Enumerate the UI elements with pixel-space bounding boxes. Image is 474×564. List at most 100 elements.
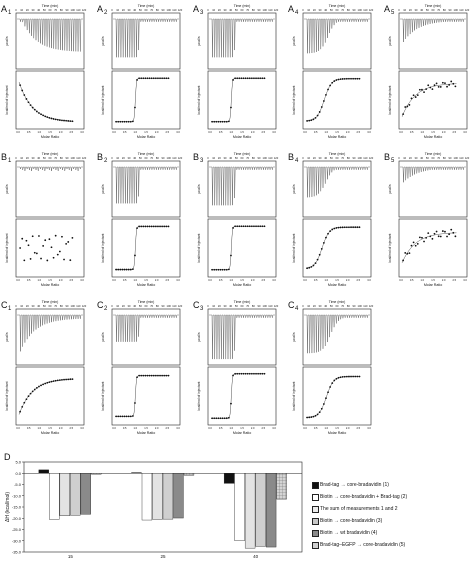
isotherm-point [448,233,451,236]
isotherm-point [138,225,141,228]
itc-panel-c4: C 4 Time (min) 0 10 20 30 40 50 60 70 80 90 100 110 120… [288,300,374,435]
isotherm-point [435,230,438,233]
isotherm-point [148,225,151,228]
ratio-tick-label: 1.0 [134,426,138,430]
isotherm-point [44,239,47,242]
isotherm-point [331,228,334,231]
isotherm-point [150,374,153,377]
isotherm-point [146,225,149,228]
isotherm-point [425,88,428,90]
isotherm-point [163,374,166,377]
isotherm-point [213,268,216,271]
isotherm-point [56,118,59,121]
time-tick-label: 30 [32,156,35,160]
isotherm-point [211,417,214,420]
isotherm-point [52,380,55,383]
isotherm-point [402,113,405,116]
time-tick-label: 40 [37,8,40,12]
isotherm-point [408,252,411,255]
time-tick-label: 10 [307,156,310,160]
time-tick-label: 70 [437,8,440,12]
isotherm-point [322,403,325,405]
isotherm-point [244,372,247,375]
isotherm-frame [111,218,181,278]
time-tick-label: 90 [258,156,261,160]
time-tick-label: 70 [54,156,57,160]
isotherm-point [121,268,124,271]
isotherm-fit-line [401,232,457,263]
time-tick-label: 20 [26,8,29,12]
isotherm-frame [207,70,277,130]
isotherm-point [421,236,423,239]
isotherm-point [312,118,315,121]
isotherm-point [140,374,143,377]
isotherm-point [242,225,245,228]
panel-subscript: 4 [295,158,299,164]
bar-15-series-4 [70,473,81,516]
time-tick-label: 60 [49,8,52,12]
panel-letter: B [193,152,199,162]
x-tick-label: 40 [253,554,259,559]
ratio-tick-label: 0.0 [112,130,116,134]
isotherm-point [255,77,257,80]
time-tick-label: 30 [32,304,35,308]
isotherm-point [339,78,342,81]
time-tick-label: 10 [212,156,215,160]
isotherm-frame [111,366,181,426]
time-tick-label: 100 [263,8,268,12]
power-axis-label: µcal/s [5,332,9,341]
isotherm-point [343,77,346,80]
time-tick-label: 50 [330,304,333,308]
time-tick-label: 0 [15,304,17,308]
time-tick-label: 60 [145,156,148,160]
ratio-tick-label: 1.5 [48,426,52,430]
isotherm-point [454,85,457,88]
isotherm-point [148,374,151,377]
time-tick-label: 30 [128,8,131,12]
time-tick-label: 20 [409,8,412,12]
isotherm-point [410,97,413,100]
time-tick-label: 60 [145,8,148,12]
time-tick-label: 80 [60,8,63,12]
isotherm-point [157,225,159,228]
time-tick-label: 30 [128,304,131,308]
panel-subscript: 3 [200,306,204,312]
isotherm-point [236,225,239,228]
ratio-tick-label: 1.0 [38,278,42,282]
isotherm-point [25,98,28,100]
y-tick-label: 5.0 [15,460,21,465]
ratio-tick-label: 2.0 [155,130,159,134]
time-tick-label: 0 [302,304,304,308]
isotherm-point [259,225,262,228]
time-tick-label: 80 [156,156,159,160]
time-tick-label: 0 [111,304,113,308]
itc-panel-a5: A 5 Time (min) 0 10 20 30 40 50 60 70 80 90 100 110 120… [384,4,470,139]
time-axis-label: Time (min) [138,300,155,304]
isotherm-point [246,77,249,80]
time-tick-label: 10 [116,8,119,12]
ratio-tick-label: 2.0 [346,130,350,134]
panel-letter: C [193,300,200,310]
isotherm-point [225,268,228,271]
panel-letter: B [97,152,103,162]
isotherm-point [325,397,327,400]
ratio-axis-label: Molar Ratio [424,283,442,287]
ratio-tick-label: 3.0 [80,278,84,282]
isotherm-point [250,372,253,375]
thermogram-trace [209,314,275,360]
ratio-tick-label: 1.5 [431,278,435,282]
time-tick-label: 30 [319,304,322,308]
time-tick-label: 20 [313,8,316,12]
isotherm-point [29,104,32,107]
panel-letter: A [97,4,103,14]
isotherm-point [129,268,132,271]
panel-letter: B [1,152,7,162]
isotherm-point [354,77,357,80]
time-tick-label: 60 [145,304,148,308]
isotherm-point [329,230,332,233]
bar-25-series-1 [131,472,142,474]
y-tick-label: -15.0 [12,505,22,510]
time-tick-label: 10 [20,156,23,160]
ratio-tick-label: 2.5 [70,426,74,430]
time-axis-label: Time (min) [234,4,251,8]
